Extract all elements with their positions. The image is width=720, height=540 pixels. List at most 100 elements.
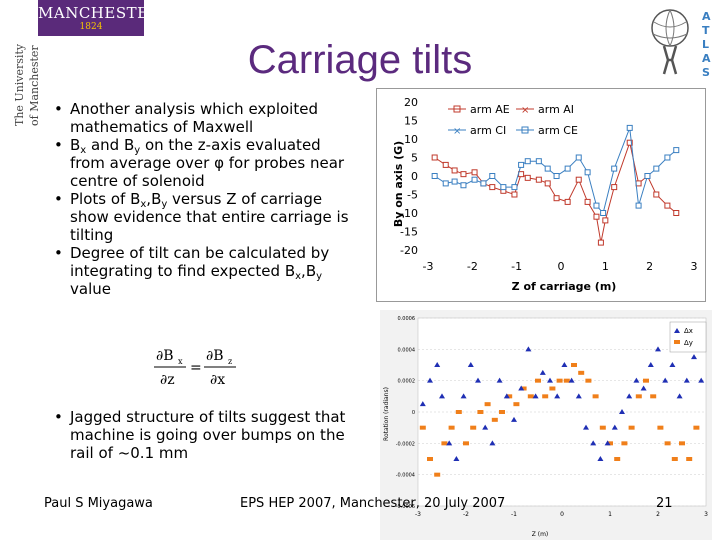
top-point-0-2 <box>451 167 458 174</box>
bullet-4-sub2: y <box>316 271 323 282</box>
top-point-1-24 <box>664 154 671 161</box>
bot-dx-point-27 <box>611 424 618 430</box>
eq-rhs-num-sub: z <box>228 357 232 366</box>
bot-dy-point-23 <box>585 378 592 383</box>
top-point-1-19 <box>611 165 618 172</box>
bot-dx-point-13 <box>511 416 517 422</box>
bot-dy-point-28 <box>621 441 628 446</box>
top-xtick-5: 2 <box>646 260 653 273</box>
top-point-0-19 <box>602 217 609 224</box>
eq-lhs-den: ∂z <box>160 372 175 388</box>
bot-dy-point-38 <box>693 425 700 430</box>
bot-dx-point-34 <box>662 377 669 383</box>
top-point-0-6 <box>489 184 496 191</box>
top-point-0-13 <box>553 195 560 202</box>
bullet-5: Jagged structure of tilts suggest that m… <box>38 408 360 462</box>
bot-dy-point-0 <box>419 425 426 430</box>
bot-dx-point-22 <box>575 393 582 399</box>
top-point-0-10 <box>524 174 531 181</box>
legend-dy: Δy <box>684 339 693 347</box>
bot-dy-point-8 <box>477 410 484 414</box>
bullet-1-text: Another analysis which exploited mathema… <box>70 100 318 136</box>
bot-dx-point-17 <box>539 369 546 375</box>
top-point-0-25 <box>664 202 671 209</box>
bot-dx-point-3 <box>439 393 445 399</box>
top-ytick-6: -10 <box>400 207 418 220</box>
footer-author: Paul S Miyagawa <box>44 496 153 511</box>
bot-dy-point-21 <box>571 363 577 367</box>
top-xtick-1: -2 <box>467 260 478 273</box>
bot-dy-point-29 <box>628 425 635 430</box>
top-point-1-0 <box>431 173 438 179</box>
bot-dx-point-10 <box>489 440 496 446</box>
top-point-1-15 <box>575 154 582 161</box>
bot-dx-point-26 <box>604 440 611 446</box>
bot-xlabel: Z (m) <box>532 531 549 538</box>
bottom-plot-area: 0.0006 0.0004 0.0002 0 -0.0002 -0.0004 -0.0006… <box>396 316 708 518</box>
bot-dx-point-15 <box>525 346 532 352</box>
top-legend: arm AE × arm AI × arm CI arm CE <box>448 103 578 137</box>
top-ytick-1: 15 <box>404 115 418 128</box>
bot-dx-point-20 <box>561 362 568 367</box>
top-xtick-2: -1 <box>511 260 522 273</box>
bullet-list: Another analysis which exploited mathema… <box>38 100 360 298</box>
top-point-0-17 <box>593 213 600 220</box>
bot-dy-point-10 <box>491 417 498 422</box>
top-point-1-13 <box>553 173 560 179</box>
top-point-0-1 <box>442 161 449 168</box>
bot-xtick-0: -3 <box>415 511 421 518</box>
top-xlabel: Z of carriage (m) <box>512 280 617 293</box>
maxwell-equation: ∂B x ∂z = ∂B z ∂x <box>154 348 236 388</box>
bot-dx-point-35 <box>669 362 676 367</box>
bullet-3-sub2: y <box>161 199 168 210</box>
bot-dx-point-2 <box>434 362 441 367</box>
bot-dy-point-32 <box>650 394 657 399</box>
bot-dx-point-11 <box>496 377 503 383</box>
bot-dy-point-11 <box>499 410 505 414</box>
atlas-letter-s: S <box>702 66 710 79</box>
bot-dx-point-28 <box>619 409 625 414</box>
bot-dy-point-19 <box>556 378 563 383</box>
bot-dy-point-37 <box>686 457 693 461</box>
bot-dx-point-12 <box>503 393 510 399</box>
logo-year: 1824 <box>79 22 103 32</box>
top-point-1-10 <box>524 158 531 165</box>
top-point-1-11 <box>535 158 542 165</box>
bot-dy-point-31 <box>643 378 649 383</box>
top-point-0-22 <box>635 180 642 187</box>
bot-dx-point-14 <box>518 385 525 391</box>
bullet-2-post: on the z-axis evaluated from average ove… <box>70 136 345 190</box>
top-point-1-17 <box>593 202 600 209</box>
top-point-1-9 <box>518 161 525 168</box>
bot-dy-point-36 <box>679 441 685 446</box>
top-point-0-14 <box>564 198 571 205</box>
bullet-5-text: Jagged structure of tilts suggest that m… <box>70 408 346 462</box>
slide-title: Carriage tilts <box>247 38 473 82</box>
bot-ylabel: Rotation (radians) <box>383 387 390 441</box>
legend-arm-ce: arm CE <box>538 124 578 137</box>
bullet-4-pre: Degree of tilt can be calculated by inte… <box>70 244 330 280</box>
top-ytick-2: 10 <box>404 133 418 146</box>
bullet-2-sub2: y <box>134 145 141 156</box>
top-point-1-14 <box>564 165 571 172</box>
top-point-1-4 <box>471 176 478 183</box>
bot-dy-point-2 <box>434 472 441 477</box>
top-ylabel: By on axis (G) <box>392 141 405 227</box>
top-point-1-7 <box>500 184 507 191</box>
bot-dx-point-4 <box>446 440 453 446</box>
eq-lhs-num-sub: x <box>178 357 183 366</box>
bot-xtick-4: 1 <box>608 511 612 518</box>
bullet-2: Bx and By on the z-axis evaluated from a… <box>38 136 360 190</box>
legend-dx: Δx <box>684 327 693 335</box>
bot-dy-point-3 <box>441 441 448 446</box>
top-point-1-5 <box>480 180 487 187</box>
bot-dx-point-1 <box>427 377 433 383</box>
bot-xtick-3: 0 <box>560 511 564 518</box>
bot-xtick-1: -2 <box>463 511 469 518</box>
bot-dx-point-0 <box>419 401 426 407</box>
top-point-0-24 <box>653 191 660 198</box>
bot-dx-point-7 <box>467 362 474 367</box>
logo-name: MANCHESTER <box>38 4 161 22</box>
bot-dy-point-6 <box>463 441 469 446</box>
